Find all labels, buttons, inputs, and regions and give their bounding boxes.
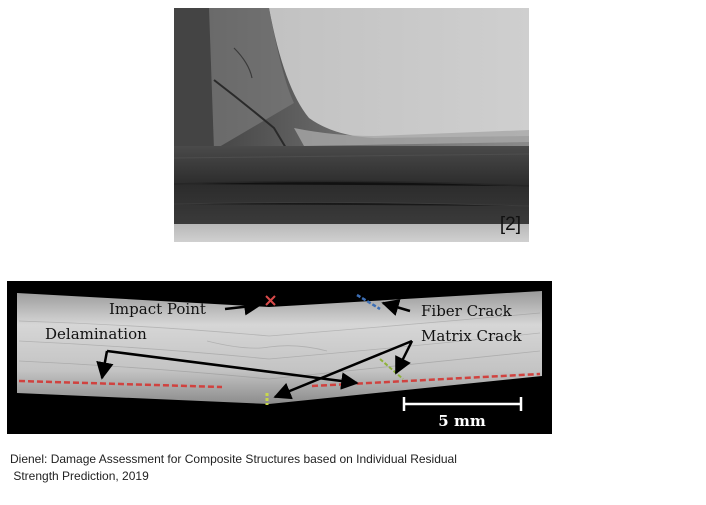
impact-point-label: Impact Point — [109, 300, 206, 318]
impact-arrow — [224, 298, 262, 316]
scale-bar — [402, 397, 523, 411]
caption-line-1: Dienel: Damage Assessment for Composite … — [10, 452, 457, 466]
reference-label: [2] — [499, 214, 521, 235]
matrix-crack-arrow-left — [273, 339, 413, 400]
matrix-crack-label: Matrix Crack — [421, 327, 523, 345]
caption-line-2: Strength Prediction, 2019 — [10, 469, 149, 483]
impact-point-marker — [265, 295, 276, 306]
fiber-crack-line — [356, 293, 381, 311]
ct-scan-graphic: Impact Point Delamination Fiber Crack Ma… — [17, 291, 542, 430]
scale-bar-label: 5 mm — [438, 412, 486, 430]
joint-photo-graphic — [174, 8, 529, 242]
ct-scan-panel: Impact Point Delamination Fiber Crack Ma… — [7, 281, 552, 434]
composite-joint-photo: [2] — [174, 8, 529, 242]
matrix-crack-line — [379, 358, 404, 380]
figure-caption: Dienel: Damage Assessment for Composite … — [10, 451, 530, 485]
delamination-arrow-left — [96, 350, 114, 380]
specimen-body — [17, 291, 542, 404]
matrix-crack-arrow-right — [394, 340, 414, 375]
fiber-crack-label: Fiber Crack — [421, 302, 513, 320]
fiber-crack-arrow — [381, 299, 411, 316]
delamination-label: Delamination — [45, 325, 147, 343]
delamination-arrow-right — [106, 349, 359, 390]
delamination-line-left — [18, 379, 223, 389]
